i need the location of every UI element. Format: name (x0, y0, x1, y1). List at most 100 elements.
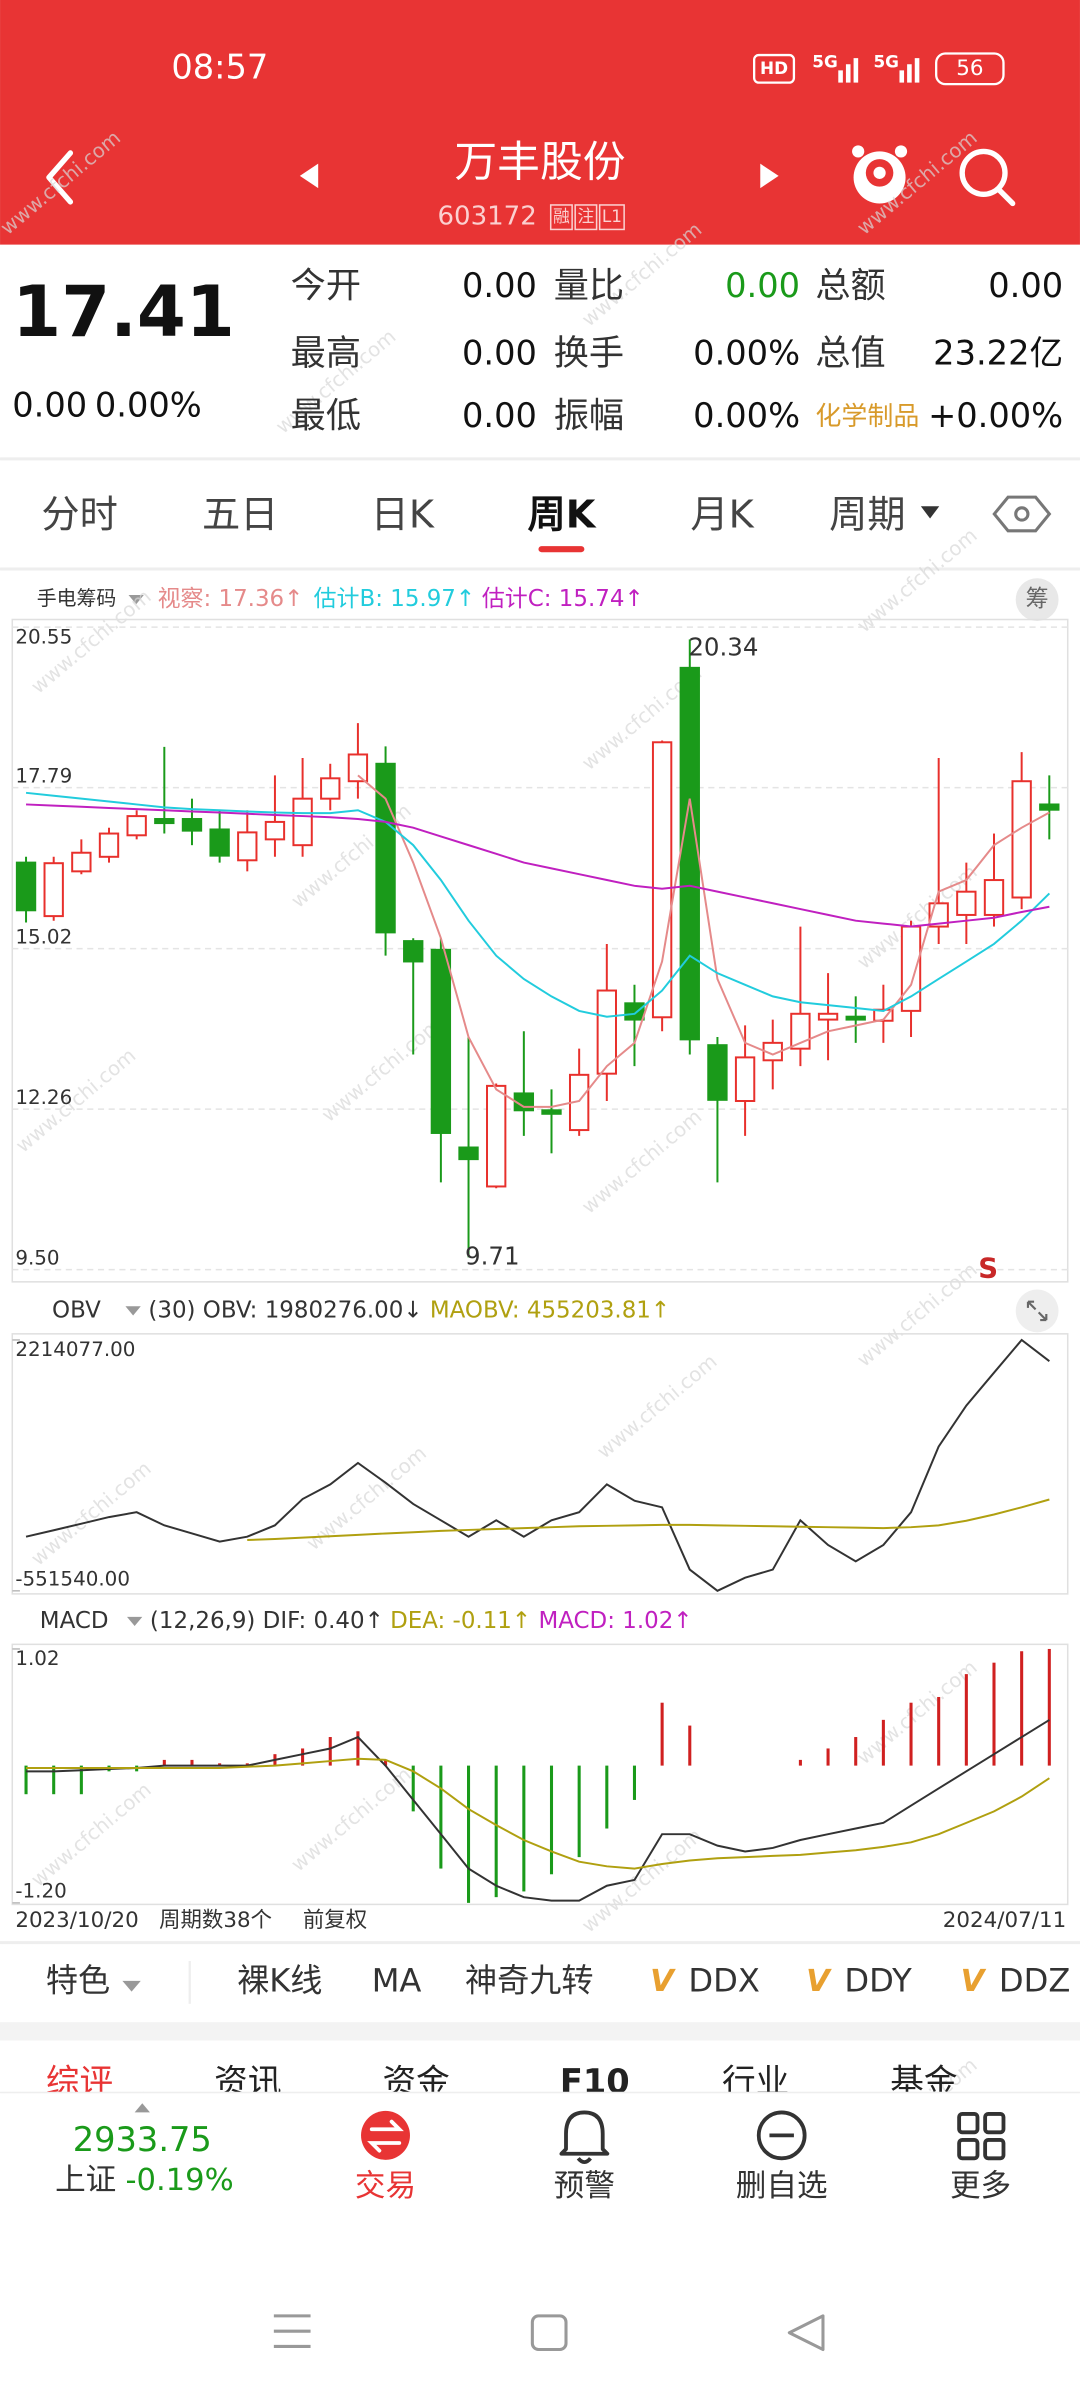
period-tab[interactable]: 日K (371, 494, 435, 538)
chip-button-bg[interactable] (1015, 578, 1059, 622)
price-change-pct: 0.00% (95, 385, 202, 424)
search-button[interactable] (959, 148, 1016, 207)
alert-icon[interactable] (559, 2110, 610, 2165)
period-tab[interactable]: 月K (690, 494, 754, 538)
legend-entry: (12,26,9) DIF: 0.40↑ (150, 1608, 384, 1634)
hd-icon (753, 53, 796, 84)
period-tab[interactable]: 周K (527, 494, 596, 538)
macd-bar (411, 1765, 415, 1812)
quote-value: 0.00% (693, 333, 800, 372)
nav-label[interactable]: 交易 (355, 2169, 416, 2204)
price-change: 0.00 (12, 385, 87, 424)
indicator-option[interactable]: 特色 (46, 1961, 110, 1999)
candle-body (624, 1002, 645, 1021)
macd-bar (881, 1719, 885, 1766)
next-stock[interactable] (760, 163, 779, 189)
quote-value: 23.22亿 (933, 333, 1063, 372)
dropdown-arrow[interactable] (128, 595, 144, 605)
candle-body (1039, 803, 1060, 811)
adjust-mode: 前复权 (303, 1908, 367, 1933)
settings-hexagon-dot (1014, 506, 1030, 522)
candle-body (154, 818, 175, 825)
status-hd: HD (760, 58, 788, 78)
macd-bar (494, 1765, 498, 1898)
mascot-icon[interactable] (852, 145, 908, 204)
system-nav[interactable] (273, 2314, 825, 2352)
indicator-option[interactable]: DDY (844, 1961, 912, 1999)
macd-bar (79, 1765, 83, 1795)
header-bg (0, 0, 1080, 245)
trade-icon[interactable] (361, 2110, 410, 2160)
indicator-option[interactable]: 神奇九转 (465, 1961, 593, 1999)
quote-value: 0.00 (462, 266, 537, 305)
v-mark: V (650, 1964, 676, 1999)
ma-line (25, 803, 1050, 928)
quote-label: 量比 (554, 266, 624, 307)
candle-body (237, 831, 258, 862)
indicator-option[interactable]: 裸K线 (237, 1961, 322, 1999)
macd-bar (688, 1725, 692, 1766)
period-tab[interactable]: 周期 (829, 494, 905, 538)
candle-body (71, 851, 92, 873)
indicator-line (26, 1757, 1050, 1870)
settings-hexagon[interactable] (992, 495, 1052, 533)
dropdown-arrow[interactable] (122, 1980, 141, 1992)
quote-value: +0.00% (928, 396, 1063, 435)
expand-icon (1026, 1300, 1048, 1322)
period-tab[interactable]: 五日 (202, 494, 278, 538)
badge-box (598, 204, 625, 231)
macd-bar (577, 1765, 581, 1858)
macd-bar (301, 1748, 305, 1766)
candle-body (486, 1084, 507, 1188)
date-end: 2024/07/11 (943, 1908, 1066, 1933)
indicator-option[interactable]: DDX (688, 1961, 759, 1999)
y-tick-label: 12.26 (15, 1086, 72, 1109)
macd-bar (24, 1765, 28, 1795)
index-name: 上证 (55, 2163, 116, 2198)
y-tick-label: 20.55 (15, 625, 72, 648)
candle-body (181, 818, 203, 832)
quote-label: 今开 (291, 266, 361, 307)
nav-label[interactable]: 更多 (950, 2169, 1011, 2204)
dropdown-arrow[interactable] (125, 1306, 141, 1316)
candle-body (734, 1056, 756, 1102)
candle-body (264, 820, 286, 841)
nav-label[interactable]: 删自选 (736, 2169, 828, 2204)
indicator-option[interactable]: DDZ (999, 1961, 1070, 1999)
candle-body (126, 815, 147, 837)
candle-body (845, 1015, 866, 1021)
candle-body (209, 828, 230, 857)
back-button[interactable] (46, 150, 74, 205)
nav-label[interactable]: 预警 (554, 2169, 615, 2204)
chip-button: 筹 (1026, 586, 1049, 612)
period-tab[interactable]: 分时 (41, 494, 117, 538)
macd-bar (439, 1765, 443, 1869)
macd-bar (909, 1702, 913, 1766)
remove-watch-icon[interactable] (756, 2110, 807, 2161)
dropdown-arrow[interactable] (920, 506, 940, 519)
quote-label: 最高 (291, 333, 361, 374)
indicator-title: MACD (40, 1608, 109, 1634)
legend-entry: 估计B: 15.97↑ (314, 586, 476, 612)
candle-body (375, 762, 396, 934)
candle-body (458, 1146, 479, 1161)
badge-box (574, 204, 598, 231)
last-price: 17.41 (12, 271, 235, 353)
expand-button[interactable] (1015, 1289, 1059, 1333)
macd-bar (798, 1759, 802, 1766)
more-icon[interactable] (957, 2112, 1006, 2161)
dropdown-arrow[interactable] (126, 1616, 143, 1627)
macd-bar (522, 1765, 526, 1892)
macd-bar (245, 1763, 249, 1766)
prev-stock[interactable] (299, 163, 319, 189)
legend-entry: DEA: -0.11↑ (390, 1608, 531, 1634)
index-value: 2933.75 (73, 2120, 212, 2159)
macd-bar (937, 1696, 941, 1766)
candle-body (320, 777, 341, 800)
candle-body (651, 741, 673, 1019)
quote-value: 0.00 (462, 396, 537, 435)
indicator-option[interactable]: MA (372, 1961, 422, 1999)
stock-name: 万丰股份 (454, 138, 625, 188)
candle-body (541, 1109, 562, 1115)
quote-label: 换手 (554, 333, 624, 374)
